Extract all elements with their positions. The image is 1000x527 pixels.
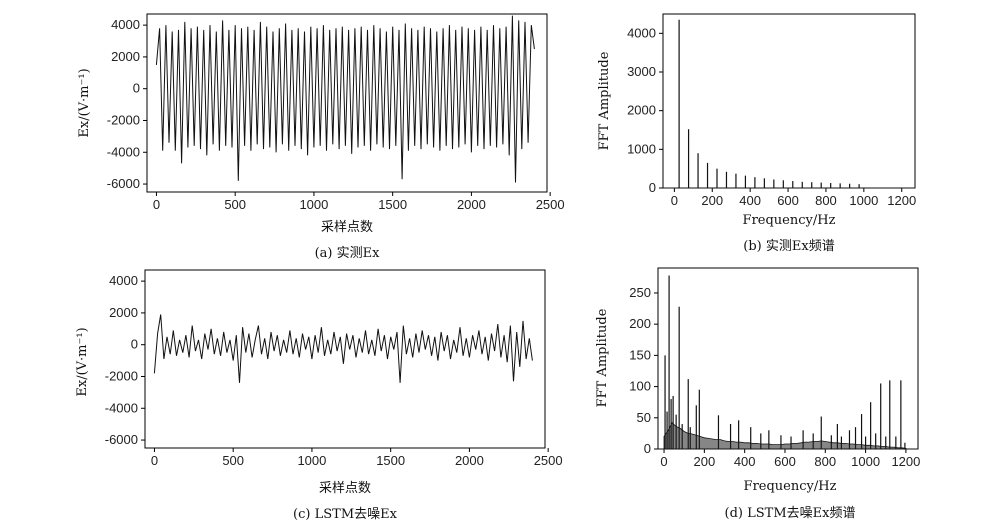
y-tick-label: -6000	[105, 432, 138, 447]
panel-a-plot: 0 500 1000 1500 2000 2500 -6000 -4000 -2000 0 2000…	[107, 15, 565, 212]
x-tick-label: 1500	[378, 197, 407, 212]
x-tick-label: 400	[734, 454, 756, 469]
x-tick-label: 0	[671, 193, 678, 208]
panel-a-ylabel: Ex/(V·m⁻¹)	[77, 68, 92, 137]
panel-a-frame	[146, 13, 548, 193]
y-tick-label: 4000	[627, 25, 656, 40]
panel-c-ylabel: Ex/(V·m⁻¹)	[75, 327, 90, 396]
noise-floor-area	[663, 422, 907, 450]
panel-b-frame	[662, 13, 916, 189]
y-tick-label: -4000	[107, 144, 140, 159]
x-tick-label: 1500	[376, 453, 405, 468]
panel-a-xlabel: 采样点数	[321, 220, 373, 235]
x-tick-label: 0	[660, 454, 667, 469]
panel-b-caption: (b) 实测Ex频谱	[743, 239, 834, 254]
y-tick-label: 0	[649, 180, 656, 195]
x-tick-label: 1000	[851, 454, 880, 469]
x-tick-label: 800	[815, 193, 837, 208]
x-tick-label: 200	[694, 454, 716, 469]
x-tick-label: 200	[701, 193, 723, 208]
y-tick-label: -2000	[107, 112, 140, 127]
series-line	[155, 15, 535, 183]
x-tick-label: 2000	[457, 197, 486, 212]
y-tick-label: 3000	[627, 64, 656, 79]
x-tick-label: 1000	[297, 453, 326, 468]
y-tick-label: 4000	[109, 273, 138, 288]
panel-d: 0 200 400 600 800 1000 1200 0 50 100 150 200 250 Fre…	[595, 267, 920, 521]
x-tick-label: 500	[224, 197, 246, 212]
x-tick-label: 0	[153, 197, 160, 212]
y-tick-label: 0	[131, 337, 138, 352]
x-tick-label: 1200	[891, 454, 920, 469]
y-tick-label: 100	[629, 379, 651, 394]
y-tick-label: 2000	[111, 49, 140, 64]
panel-d-caption: (d) LSTM去噪Ex频谱	[725, 506, 856, 521]
x-tick-label: 400	[739, 193, 761, 208]
y-tick-label: -4000	[105, 400, 138, 415]
y-tick-label: -2000	[105, 368, 138, 383]
y-tick-label: 2000	[627, 103, 656, 118]
panel-c-plot: 0 500 1000 1500 2000 2500 -6000 -4000 -2000 0 2000…	[105, 273, 563, 468]
panel-d-ylabel: FFT Amplitude	[595, 308, 610, 407]
panel-c-xlabel: 采样点数	[319, 481, 371, 496]
y-tick-label: 150	[629, 347, 651, 362]
panel-c-caption: (c) LSTM去噪Ex	[293, 507, 398, 522]
x-tick-label: 2500	[534, 453, 563, 468]
panel-b-plot: 0 200 400 600 800 1000 1200 0 1000 2000 3000 4000	[627, 19, 916, 208]
x-tick-label: 0	[151, 453, 158, 468]
y-tick-label: 0	[644, 441, 651, 456]
panel-d-plot: 0 200 400 600 800 1000 1200 0 50 100 150 200 250	[629, 275, 920, 469]
x-tick-label: 1000	[299, 197, 328, 212]
panel-a: 0 500 1000 1500 2000 2500 -6000 -4000 -2000 0 2000…	[77, 13, 565, 261]
x-tick-label: 800	[814, 454, 836, 469]
x-tick-label: 1200	[887, 193, 916, 208]
panel-b-xlabel: Frequency/Hz	[743, 213, 836, 228]
panel-c-frame	[144, 269, 546, 449]
panel-b-ylabel: FFT Amplitude	[597, 51, 612, 150]
y-tick-label: 250	[629, 285, 651, 300]
y-tick-label: 50	[637, 410, 651, 425]
panel-a-caption: (a) 实测Ex	[315, 246, 381, 261]
y-tick-label: 2000	[109, 305, 138, 320]
x-tick-label: 2000	[455, 453, 484, 468]
panel-d-frame	[657, 267, 919, 450]
x-tick-label: 600	[774, 454, 796, 469]
panel-b: 0 200 400 600 800 1000 1200 0 1000 2000 3000 4000 F…	[597, 13, 916, 254]
y-tick-label: 0	[133, 81, 140, 96]
panel-c: 0 500 1000 1500 2000 2500 -6000 -4000 -2000 0 2000…	[75, 269, 563, 522]
x-tick-label: 600	[777, 193, 799, 208]
x-tick-label: 500	[222, 453, 244, 468]
y-tick-label: 200	[629, 316, 651, 331]
series-line	[153, 314, 533, 383]
panel-d-xlabel: Frequency/Hz	[744, 479, 837, 494]
y-tick-label: 4000	[111, 17, 140, 32]
x-tick-label: 1000	[849, 193, 878, 208]
y-tick-label: 1000	[627, 141, 656, 156]
x-tick-label: 2500	[536, 197, 565, 212]
y-tick-label: -6000	[107, 176, 140, 191]
